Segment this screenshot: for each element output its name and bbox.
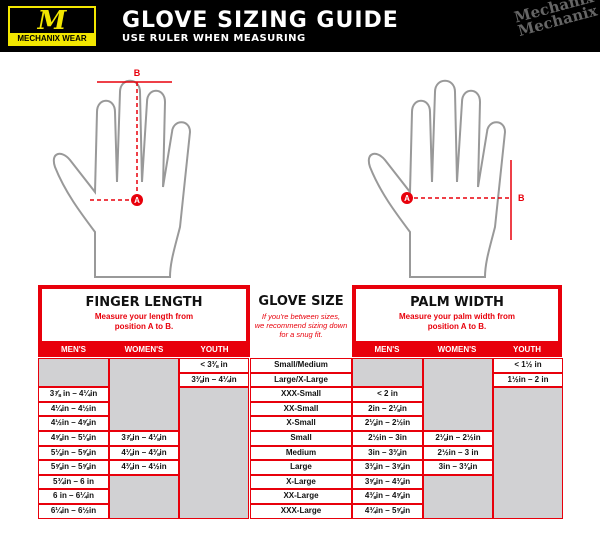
palm-width-box: PALM WIDTH Measure your palm width from … bbox=[356, 289, 558, 341]
table-cell: Small/Medium bbox=[250, 358, 352, 373]
col-header-womens: WOMEN'S bbox=[437, 345, 477, 354]
table-cell: 5¾in – 6 in bbox=[38, 474, 109, 490]
palm-width-title: PALM WIDTH bbox=[410, 295, 504, 310]
glove-note: If you're between sizes, bbox=[261, 312, 341, 321]
col-header-youth: YOUTH bbox=[200, 345, 229, 354]
table-cell: XX-Large bbox=[250, 489, 352, 504]
table-cell: 6¼in – 6½in bbox=[38, 504, 109, 519]
page-title: GLOVE SIZING GUIDE bbox=[122, 8, 399, 33]
col-header-womens: WOMEN'S bbox=[124, 345, 164, 354]
table-cell: < 2 in bbox=[352, 387, 423, 402]
table-cell: 4½in – 4⅝in bbox=[38, 416, 109, 431]
finger-length-title: FINGER LENGTH bbox=[85, 295, 203, 310]
empty-cell bbox=[109, 474, 179, 519]
table-cell: 3in – 3⅜in bbox=[423, 460, 493, 475]
empty-cell bbox=[109, 358, 179, 431]
col-header-youth: YOUTH bbox=[513, 345, 541, 354]
hands-illustration: B A A B bbox=[52, 68, 525, 278]
empty-cell bbox=[493, 387, 563, 519]
table-cell: 2⅛in – 2½in bbox=[423, 431, 493, 446]
table-cell: 4¾in – 5⅝in bbox=[352, 504, 423, 519]
palm-desc: position A to B. bbox=[427, 322, 487, 331]
finger-desc: position A to B. bbox=[114, 322, 174, 331]
marker-a-finger-dot bbox=[131, 194, 143, 206]
glove-size-header: GLOVE SIZE If you're between sizes, we r… bbox=[250, 288, 352, 339]
table-cell: X-Large bbox=[250, 474, 352, 490]
table-cell: < 3⅜ in bbox=[179, 358, 249, 373]
glove-note: we recommend sizing down bbox=[254, 321, 348, 330]
table-cell: Medium bbox=[250, 445, 352, 461]
col-header-mens: MEN'S bbox=[60, 345, 86, 354]
table-cell: 3in – 3⅜in bbox=[352, 445, 423, 461]
watermark-logo: Mechanix Mechanix bbox=[511, 0, 599, 40]
table-cell: 4¼in – 4½in bbox=[38, 401, 109, 417]
marker-a-palm-dot bbox=[401, 192, 413, 204]
table-cell: < 1½ in bbox=[493, 358, 563, 373]
table-cell: XX-Small bbox=[250, 401, 352, 417]
marker-a-palm: A bbox=[404, 194, 410, 203]
empty-cell bbox=[179, 387, 249, 519]
marker-a-finger: A bbox=[134, 196, 140, 205]
marker-b-finger: B bbox=[134, 68, 141, 78]
table-cell: 3⅝in – 4⅜in bbox=[352, 474, 423, 490]
table-cell: 4⅜in – 4⅝in bbox=[352, 489, 423, 504]
table-cell: 5⅛in – 5⅝in bbox=[38, 445, 109, 461]
page-subtitle: USE RULER WHEN MEASURING bbox=[122, 33, 306, 44]
table-cell: Large/X-Large bbox=[250, 372, 352, 388]
header: M MECHANIX WEAR GLOVE SIZING GUIDE USE RU… bbox=[0, 0, 600, 52]
table-cell: 5⅝in – 5⅝in bbox=[38, 460, 109, 475]
table-cell: 4⅝in – 5⅛in bbox=[38, 431, 109, 446]
table-cell: 4⅜in – 4½in bbox=[109, 460, 179, 475]
table-cell: 3⅜in – 3⅝in bbox=[352, 460, 423, 475]
table-cell: 3⅞ in – 4¼in bbox=[38, 387, 109, 402]
col-header-mens: MEN'S bbox=[374, 345, 400, 354]
finger-desc: Measure your length from bbox=[94, 312, 194, 321]
table-cell: 1½in – 2 in bbox=[493, 372, 563, 388]
empty-cell bbox=[38, 358, 109, 388]
glove-size-title: GLOVE SIZE bbox=[258, 294, 344, 309]
table-cell: 6 in – 6¼in bbox=[38, 489, 109, 504]
left-hand bbox=[52, 79, 192, 278]
finger-measure-lines bbox=[90, 81, 512, 240]
empty-cell bbox=[423, 358, 493, 431]
table-cell: Small bbox=[250, 431, 352, 446]
table-cell: XXX-Large bbox=[250, 504, 352, 519]
table-cell: 2½in – 3 in bbox=[423, 445, 493, 461]
table-cell: 2in – 2⅛in bbox=[352, 401, 423, 417]
right-hand bbox=[367, 79, 507, 278]
table-cell: 4⅛in – 4⅜in bbox=[109, 445, 179, 461]
table-cell: XXX-Small bbox=[250, 387, 352, 402]
empty-cell bbox=[352, 358, 423, 388]
table-cell: 3⅞in – 4⅛in bbox=[109, 431, 179, 446]
table-cell: 3⅜in – 4¼in bbox=[179, 372, 249, 388]
finger-length-box: FINGER LENGTH Measure your length from p… bbox=[42, 289, 246, 341]
palm-desc: Measure your palm width from bbox=[398, 312, 516, 321]
table-cell: 2½in – 3in bbox=[352, 431, 423, 446]
mechanix-logo: M MECHANIX WEAR bbox=[8, 6, 96, 46]
empty-cell bbox=[423, 474, 493, 519]
table-cell: X-Small bbox=[250, 416, 352, 431]
glove-note: for a snug fit. bbox=[279, 330, 323, 339]
marker-b-palm: B bbox=[518, 193, 525, 203]
table-cell: 2⅛in – 2½in bbox=[352, 416, 423, 431]
table-cell: Large bbox=[250, 460, 352, 475]
